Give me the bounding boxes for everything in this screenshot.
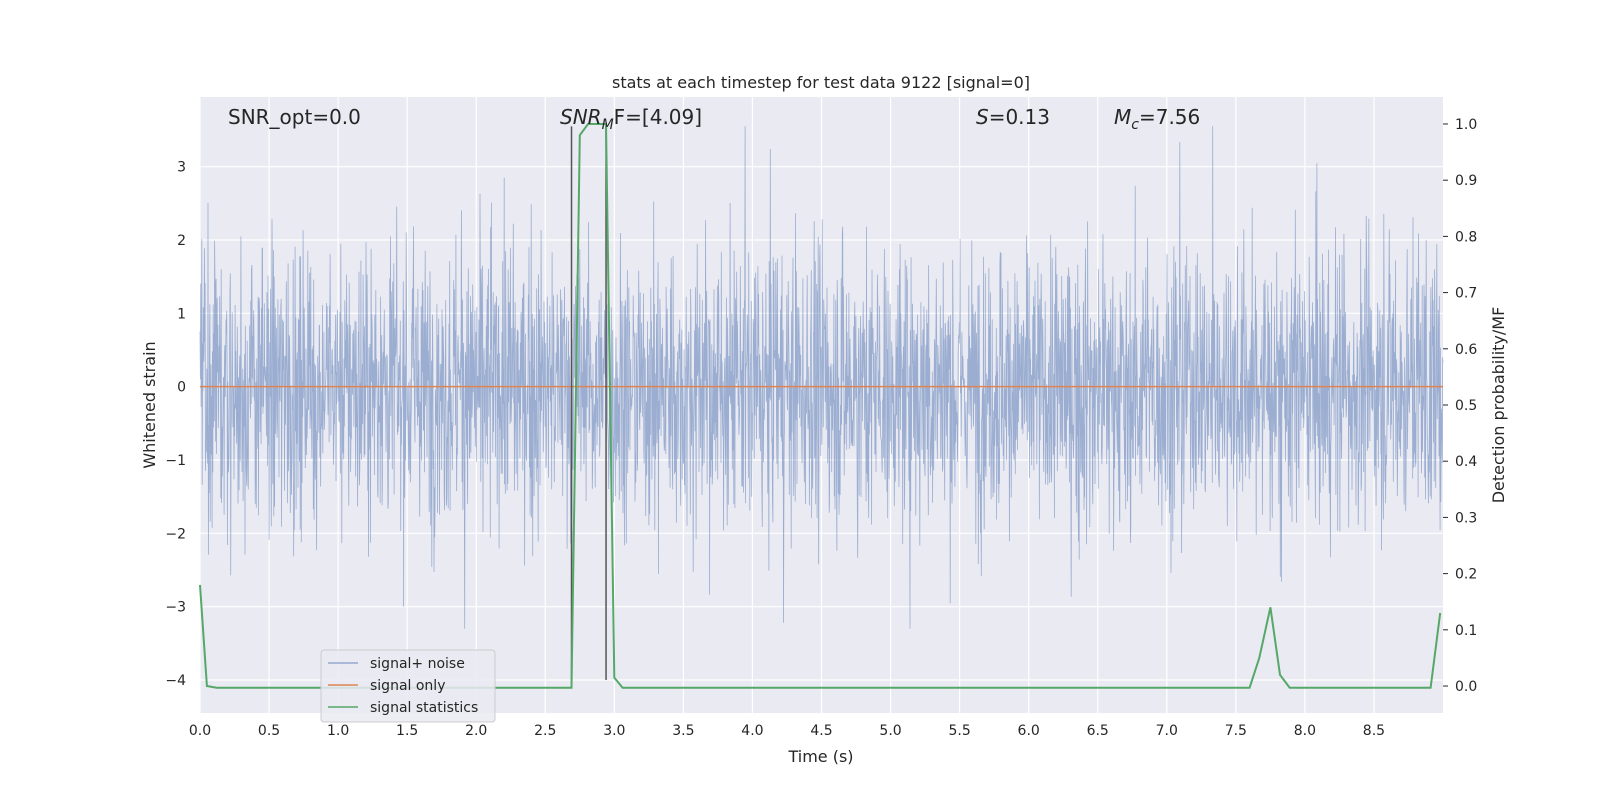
annotation-mc: Mc=7.56 (1114, 105, 1200, 133)
y2-axis-ticks: 0.0 0.1 0.2 0.3 0.4 0.5 0.6 0.7 0.8 0.9 1.0 (1443, 117, 1477, 695)
y2-tick-label-9: 0.9 (1455, 173, 1477, 189)
annotation-s-suffix: =0.13 (989, 105, 1050, 129)
legend-label-signal: signal only (370, 678, 445, 694)
annotation-snr-opt: SNR_opt=0.0 (228, 105, 361, 129)
legend-label-stats: signal statistics (370, 700, 478, 716)
legend: signal+ noise signal only signal statist… (320, 649, 496, 723)
y-tick-label-6: 2 (177, 233, 186, 249)
y2-tick-label-2: 0.2 (1455, 567, 1477, 583)
x-tick-label-8: 4.0 (741, 723, 763, 739)
x-tick-label-5: 2.5 (534, 723, 556, 739)
annotation-snr-mf-sub: M (602, 117, 614, 133)
x-tick-label-15: 7.5 (1225, 723, 1247, 739)
annotations: SNR_opt=0.0 SNRMF=[4.09] S=0.13 Mc=7.56 (228, 105, 1200, 133)
annotation-snr-mf: SNRMF=[4.09] (560, 105, 702, 133)
x-tick-label-16: 8.0 (1294, 723, 1316, 739)
x-tick-label-4: 2.0 (465, 723, 487, 739)
x-tick-label-12: 6.0 (1018, 723, 1040, 739)
x-axis-ticks: 0.0 0.5 1.0 1.5 2.0 2.5 3.0 3.5 4.0 4.5 5.0 5.5 6.0 6… (189, 723, 1385, 739)
vertical-markers (570, 126, 607, 680)
x-tick-label-9: 4.5 (810, 723, 832, 739)
y-tick-label-0: −4 (165, 673, 186, 689)
x-tick-label-7: 3.5 (672, 723, 694, 739)
y2-tick-label-6: 0.6 (1455, 342, 1477, 358)
y2-tick-label-3: 0.3 (1455, 510, 1477, 526)
legend-label-noise: signal+ noise (370, 656, 465, 672)
x-axis-label: Time (s) (787, 747, 853, 766)
x-tick-label-10: 5.0 (879, 723, 901, 739)
y-axis-ticks: −4 −3 −2 −1 0 1 2 3 (165, 160, 186, 689)
annotation-snr-mf-suffix: F=[4.09] (614, 105, 702, 129)
x-tick-label-1: 0.5 (258, 723, 280, 739)
y2-tick-label-5: 0.5 (1455, 398, 1477, 414)
y2-tick-label-4: 0.4 (1455, 454, 1477, 470)
x-tick-label-3: 1.5 (396, 723, 418, 739)
y-axis-label: Whitened strain (140, 341, 159, 468)
y-tick-label-7: 3 (177, 160, 186, 176)
annotation-s-sym: S (976, 105, 989, 129)
noise-line (199, 126, 1444, 629)
annotation-mc-sub: c (1131, 117, 1139, 133)
x-tick-label-17: 8.5 (1363, 723, 1385, 739)
y-tick-label-1: −3 (165, 600, 186, 616)
x-tick-label-6: 3.0 (603, 723, 625, 739)
y-tick-label-2: −2 (165, 526, 186, 542)
x-tick-label-13: 6.5 (1087, 723, 1109, 739)
x-tick-label-2: 1.0 (327, 723, 349, 739)
y2-tick-label-8: 0.8 (1455, 229, 1477, 245)
x-tick-label-14: 7.0 (1156, 723, 1178, 739)
y2-tick-label-0: 0.0 (1455, 679, 1477, 695)
noise-series (199, 126, 1444, 629)
y-tick-label-4: 0 (177, 380, 186, 396)
y2-tick-label-1: 0.1 (1455, 623, 1477, 639)
annotation-mc-sym: M (1114, 105, 1131, 129)
y2-axis-label: Detection probability/MF (1489, 307, 1508, 504)
y2-tick-label-10: 1.0 (1455, 117, 1477, 133)
y-tick-label-3: −1 (165, 453, 186, 469)
annotation-snr-mf-sym: SNR (560, 105, 602, 129)
annotation-mc-suffix: =7.56 (1139, 105, 1200, 129)
legend-box (320, 649, 496, 723)
annotation-s: S=0.13 (976, 105, 1050, 129)
x-tick-label-0: 0.0 (189, 723, 211, 739)
y2-tick-label-7: 0.7 (1455, 286, 1477, 302)
y-tick-label-5: 1 (177, 306, 186, 322)
chart-title: stats at each timestep for test data 912… (612, 73, 1030, 92)
x-tick-label-11: 5.5 (948, 723, 970, 739)
